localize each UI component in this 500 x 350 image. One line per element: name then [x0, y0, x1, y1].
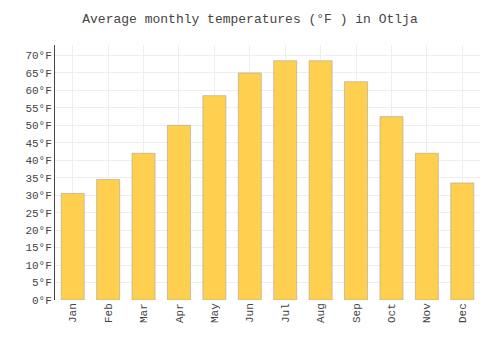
svg-text:50°F: 50°F [25, 120, 51, 132]
svg-text:40°F: 40°F [25, 155, 51, 167]
svg-text:15°F: 15°F [25, 242, 51, 254]
svg-text:60°F: 60°F [25, 85, 51, 97]
svg-text:Sep: Sep [351, 303, 363, 323]
svg-text:Oct: Oct [386, 303, 398, 323]
svg-text:35°F: 35°F [25, 173, 51, 185]
svg-text:30°F: 30°F [25, 190, 51, 202]
svg-text:Mar: Mar [138, 303, 150, 323]
svg-text:Dec: Dec [457, 303, 469, 323]
svg-text:Average monthly temperatures (: Average monthly temperatures (°F ) in Ot… [82, 12, 418, 27]
svg-text:0°F: 0°F [32, 295, 52, 307]
svg-text:5°F: 5°F [32, 277, 52, 289]
svg-text:Jan: Jan [67, 303, 79, 323]
svg-text:Nov: Nov [421, 303, 433, 323]
svg-text:10°F: 10°F [25, 260, 51, 272]
svg-text:May: May [209, 303, 221, 323]
svg-text:55°F: 55°F [25, 103, 51, 115]
svg-text:Apr: Apr [174, 303, 186, 323]
svg-text:70°F: 70°F [25, 50, 51, 62]
svg-text:Jul: Jul [280, 303, 292, 323]
svg-text:45°F: 45°F [25, 138, 51, 150]
svg-text:Feb: Feb [103, 303, 115, 323]
svg-text:25°F: 25°F [25, 208, 51, 220]
svg-text:Aug: Aug [315, 303, 327, 323]
svg-text:Jun: Jun [244, 303, 256, 323]
svg-text:20°F: 20°F [25, 225, 51, 237]
svg-text:65°F: 65°F [25, 68, 51, 80]
